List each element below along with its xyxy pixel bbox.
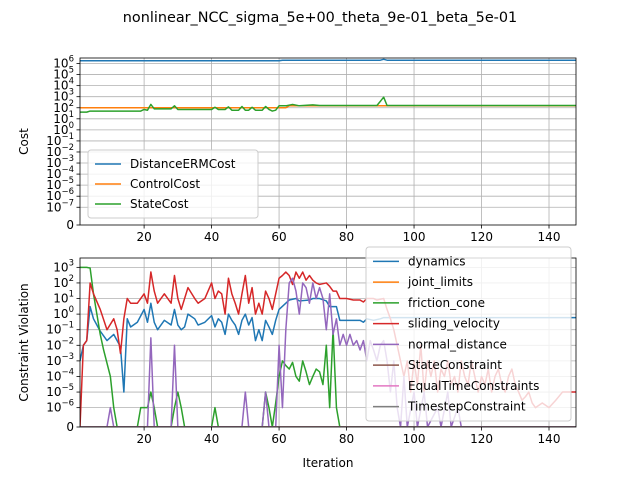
legend-label: friction_cone [408, 296, 485, 310]
y-tick-label: 10−2 [46, 336, 74, 352]
x-tick-label: 80 [339, 432, 354, 446]
legend-label: dynamics [408, 254, 466, 268]
legend-label: normal_distance [408, 337, 507, 351]
y-tick-label: 105 [53, 66, 74, 82]
x-axis-label: Iteration [303, 456, 354, 470]
y-tick-label: 10−6 [46, 187, 74, 203]
x-tick-label: 40 [204, 432, 219, 446]
y-tick-label: 100 [53, 121, 74, 137]
x-tick-label: 40 [204, 230, 219, 244]
y-axis-label: Cost [17, 128, 31, 155]
legend-box [365, 246, 572, 422]
series-line-DistanceERMCost [80, 58, 576, 62]
x-tick-label: 20 [136, 432, 151, 446]
legend-label: sliding_velocity [408, 317, 500, 331]
x-tick-label: 120 [470, 432, 493, 446]
constraint-violation-axes: 20 40 60 80 100 120 140 10−610−510−410−310−210−… [17, 246, 577, 470]
y-tick-label: 10−1 [46, 321, 74, 337]
x-tick-label: 120 [470, 230, 493, 244]
legend: DistanceERMCost ControlCost StateCost [87, 149, 259, 219]
legend-label: DistanceERMCost [130, 157, 236, 171]
y-tick-label-zero: 0 [66, 218, 74, 232]
series-line-friction_cone [80, 266, 576, 427]
legend-label: ControlCost [130, 177, 200, 191]
x-tick-label: 60 [271, 230, 286, 244]
y-tick-label: 100 [53, 305, 74, 321]
y-tick-label: 10−4 [46, 367, 74, 383]
legend-label: EqualTimeConstraints [408, 379, 539, 393]
series-line-normal_distance [80, 277, 576, 427]
series-group [80, 58, 576, 113]
y-tick-label: 102 [53, 99, 74, 115]
legend: dynamics joint_limits friction_conesliding… [365, 246, 572, 422]
legend-box [87, 149, 259, 219]
y-tick-label: 103 [53, 88, 74, 104]
y-tick-label: 101 [53, 290, 74, 306]
y-tick-label: 106 [53, 55, 74, 71]
y-tick-label: 10−4 [46, 165, 74, 181]
x-tick-label: 140 [538, 432, 561, 446]
y-tick-label: 10−3 [46, 154, 74, 170]
legend-label: StateConstraint [408, 358, 502, 372]
cost-axes: 20 40 60 80 100 120 14010−710−610−510−410−310−… [17, 55, 577, 244]
x-tick-label: 80 [339, 230, 354, 244]
y-tick-label-zero: 0 [66, 420, 74, 434]
x-tick-label: 60 [271, 432, 286, 446]
x-tick-label: 20 [136, 230, 151, 244]
series-line-dynamics [80, 297, 576, 393]
figure-suptitle: nonlinear_NCC_sigma_5e+00_theta_9e-01_be… [123, 10, 517, 26]
axes-frame [79, 257, 577, 428]
y-tick-label: 10−7 [46, 198, 74, 214]
series-line-StateCost [80, 96, 576, 113]
axes-frame [79, 57, 577, 226]
x-tick-label: 100 [403, 432, 426, 446]
y-tick-label: 102 [53, 274, 74, 290]
y-tick-label: 10−1 [46, 132, 74, 148]
x-tick-label: 100 [403, 230, 426, 244]
y-tick-label: 104 [53, 77, 74, 93]
y-tick-label: 101 [53, 110, 74, 126]
y-tick-label: 10−5 [46, 383, 74, 399]
y-tick-label: 10−5 [46, 176, 74, 192]
y-axis-label: Constraint Violation [17, 283, 31, 401]
legend-label: TimestepConstraint [407, 400, 526, 414]
legend-label: StateCost [130, 197, 189, 211]
y-tick-label: 10−6 [46, 399, 74, 415]
y-tick-label: 10−3 [46, 352, 74, 368]
legend-label: joint_limits [407, 275, 473, 289]
y-tick-label: 103 [53, 258, 74, 274]
y-tick-label: 10−2 [46, 143, 74, 159]
x-tick-label: 140 [538, 230, 561, 244]
